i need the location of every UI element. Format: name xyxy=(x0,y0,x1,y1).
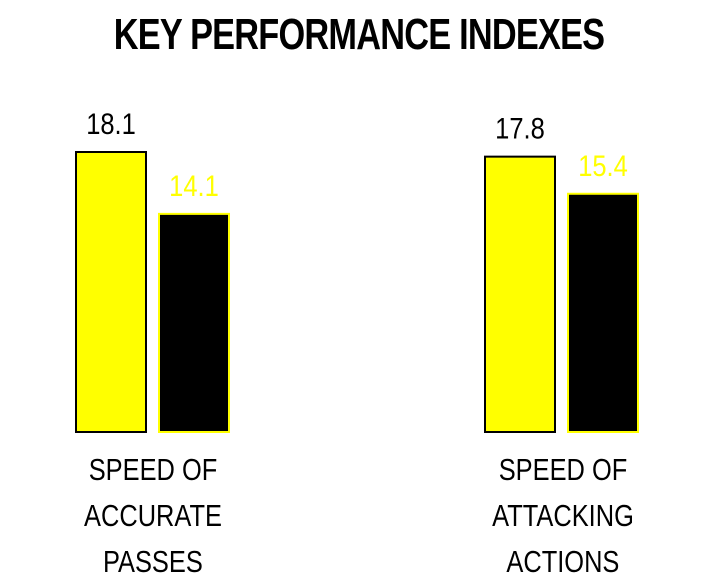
bar-series2-cat2 xyxy=(567,192,639,433)
data-label-series1-cat1: 18.1 xyxy=(86,107,136,140)
category-label-2-line-2: ACTIONS xyxy=(506,544,620,579)
chart-title: KEY PERFORMANCE INDEXES xyxy=(113,10,605,59)
category-label-1: SPEED OF ACCURATE PASSES xyxy=(0,447,306,585)
bar-series2-cat1 xyxy=(158,212,230,433)
category-label-2: SPEED OF ATTACKING ACTIONS xyxy=(408,447,718,585)
data-label-series2-cat2: 15.4 xyxy=(578,149,628,182)
data-label-series1-cat2: 17.8 xyxy=(495,112,545,145)
data-label-series2-cat1: 14.1 xyxy=(169,169,219,202)
category-label-1-line-1: SPEED OF ACCURATE xyxy=(84,452,222,533)
bar-chart: 18.1 17.8 14.1 15.4 xyxy=(75,107,639,434)
bar-series1-cat1 xyxy=(75,151,147,433)
category-label-2-line-1: SPEED OF ATTACKING xyxy=(492,452,634,533)
category-label-1-line-2: PASSES xyxy=(103,544,203,579)
bar-series1-cat2 xyxy=(484,155,556,434)
